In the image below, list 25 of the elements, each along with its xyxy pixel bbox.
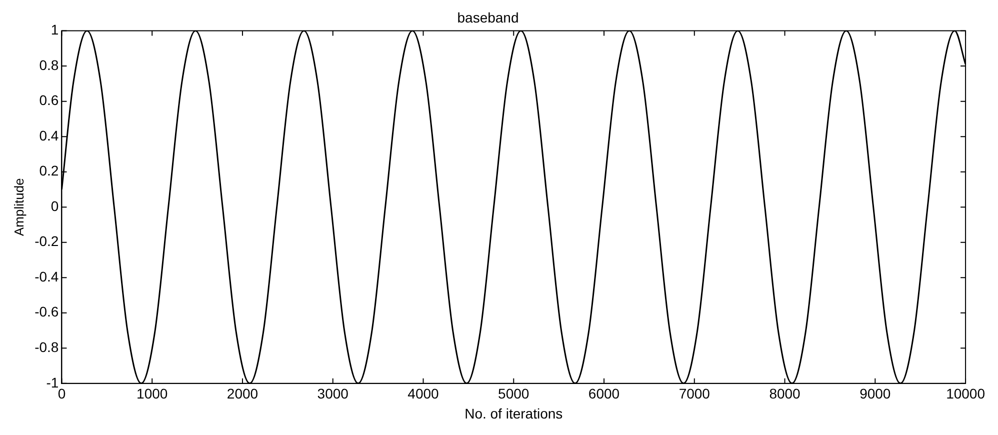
y-tick-label: 1 — [50, 22, 59, 38]
x-tick-label: 7000 — [678, 386, 710, 402]
y-tick-label: -0.8 — [34, 339, 59, 355]
x-tick-label: 6000 — [588, 386, 620, 402]
y-tick-label: 0.6 — [39, 92, 59, 108]
x-tick-label: 4000 — [408, 386, 440, 402]
y-axis-title: Amplitude — [11, 178, 26, 236]
x-tick-label: 5000 — [498, 386, 530, 402]
y-tick-label: 0.8 — [39, 56, 59, 73]
x-tick-label: 8000 — [769, 386, 801, 402]
x-tick-label: 10000 — [946, 386, 986, 402]
y-tick-label: 0.2 — [39, 162, 59, 179]
y-tick-label: 0 — [50, 198, 59, 214]
y-tick-label: -0.6 — [34, 304, 59, 320]
y-tick-label: 0.4 — [39, 127, 59, 144]
chart-title: baseband — [457, 9, 519, 26]
y-tick-label: -0.4 — [34, 268, 59, 284]
line-series — [62, 30, 966, 384]
x-tick-label: 2000 — [226, 386, 258, 402]
x-tick-label: 3000 — [317, 386, 349, 402]
y-tick-label: -1 — [46, 374, 59, 390]
x-tick-label: 9000 — [860, 386, 891, 402]
x-tick-label: 1000 — [136, 386, 168, 402]
y-tick-label: -0.2 — [34, 233, 59, 250]
x-axis-title: No. of iterations — [464, 405, 563, 422]
